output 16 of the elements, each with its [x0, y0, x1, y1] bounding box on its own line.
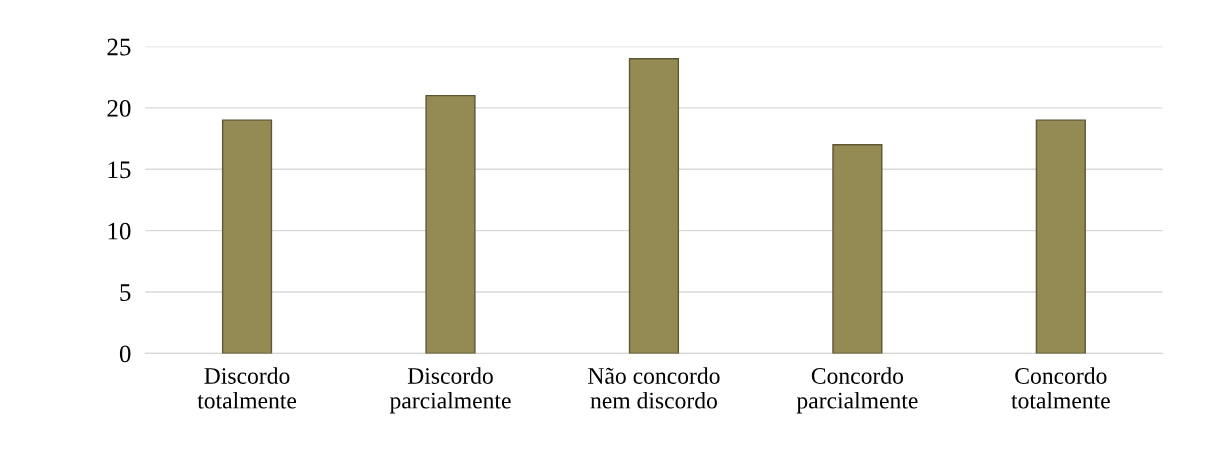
y-tick-label: 25 — [107, 38, 131, 56]
bar — [221, 119, 273, 354]
x-tick-label: Discordo parcialmente — [389, 367, 511, 414]
y-tick-label: 0 — [119, 345, 131, 363]
bar — [628, 58, 680, 354]
x-tick-label: Discordo totalmente — [197, 367, 297, 409]
bar — [425, 94, 476, 354]
y-tick-label: 20 — [107, 99, 131, 117]
x-tick-label: Concordo parcialmente — [796, 367, 918, 414]
x-tick-label: Concordo totalmente — [1011, 367, 1110, 409]
bar — [832, 144, 883, 354]
bar — [1035, 119, 1086, 354]
y-tick-label: 15 — [108, 161, 131, 179]
x-tick-label: Não concordo nem discordo — [588, 367, 720, 409]
y-tick-label: 10 — [108, 222, 131, 240]
y-tick-label: 5 — [120, 284, 131, 301]
